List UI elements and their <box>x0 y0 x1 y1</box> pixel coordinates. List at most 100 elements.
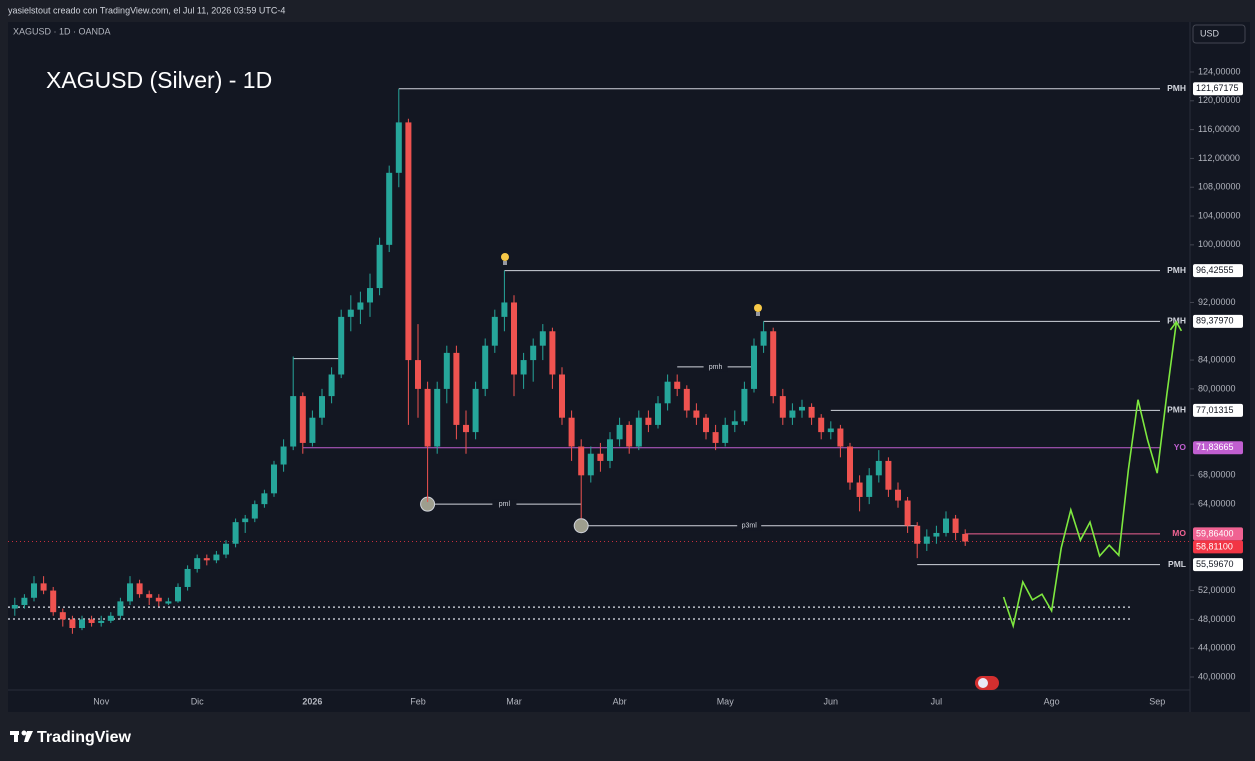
level-name: PMH <box>1167 265 1186 275</box>
candle-body <box>184 568 191 587</box>
candle-body <box>578 446 585 476</box>
candle-body <box>405 122 412 361</box>
projection-line <box>1002 321 1178 629</box>
guide-marker <box>573 518 589 534</box>
candle-body <box>242 518 249 523</box>
currency[interactable]: USD <box>1200 28 1220 38</box>
y-tick-label: 104,00000 <box>1198 210 1241 220</box>
candle-body <box>136 583 143 595</box>
candle-body <box>731 421 738 425</box>
candle-body <box>367 288 373 303</box>
candle-body <box>943 518 949 533</box>
footer-logo <box>10 730 33 742</box>
candle-body <box>107 615 114 621</box>
candle-body <box>741 388 748 422</box>
candle-body <box>127 583 133 602</box>
y-tick-label: 64,00000 <box>1198 499 1236 509</box>
guide-label: pml <box>499 501 511 508</box>
candle-body <box>223 543 229 555</box>
candle-body <box>395 122 402 173</box>
candle-body <box>827 428 834 433</box>
candle-body <box>856 482 863 497</box>
candle-body <box>31 583 37 598</box>
y-tick-label: 84,00000 <box>1198 354 1236 364</box>
candle-body <box>760 331 767 346</box>
level-name: PMH <box>1167 405 1186 415</box>
y-tick-label: 48,00000 <box>1198 614 1236 624</box>
candle-body <box>712 432 719 443</box>
x-tick-label: Mar <box>506 696 522 706</box>
footer-brand: TradingView <box>37 729 132 746</box>
candle-body <box>213 554 220 561</box>
candle-body <box>904 500 911 526</box>
candle-body <box>722 424 729 443</box>
candle-body <box>597 453 604 461</box>
candle-body <box>751 345 757 389</box>
candle-body <box>626 424 633 447</box>
candle-body <box>290 396 297 447</box>
candle-body <box>434 388 441 447</box>
candle-body <box>664 381 671 404</box>
candle-body <box>847 446 853 483</box>
x-tick-label: Ago <box>1044 696 1060 706</box>
candle-body <box>837 428 844 447</box>
bulb <box>754 304 762 316</box>
currency-button[interactable] <box>1192 24 1246 44</box>
candle-body <box>779 396 786 418</box>
candle-body <box>693 410 700 418</box>
candle-body <box>21 597 28 605</box>
candle-body <box>914 525 921 544</box>
chart-title: XAGUSD (Silver) - 1D <box>46 67 272 93</box>
guide-label: pmh <box>709 364 723 371</box>
candle-body <box>88 619 95 623</box>
y-tick-label: 120,00000 <box>1198 95 1241 105</box>
last-price-label: 58,81100 <box>1196 541 1233 551</box>
level-name: PML <box>1168 559 1186 569</box>
level-label-box <box>1193 264 1243 278</box>
candle-body <box>875 460 882 476</box>
candle-body <box>818 417 825 433</box>
y-tick-label: 92,00000 <box>1198 297 1236 307</box>
candle-body <box>261 493 268 505</box>
candle-body <box>155 597 162 602</box>
candle-body <box>520 360 527 375</box>
x-tick-label: Sep <box>1149 696 1165 706</box>
level-label: 89,37970 <box>1196 316 1234 326</box>
level-label: 121,67175 <box>1196 83 1239 93</box>
level-label: 71,83665 <box>1196 442 1234 452</box>
candle-body <box>146 594 153 598</box>
candle-body <box>559 374 565 418</box>
guide-label-bg <box>703 361 728 372</box>
x-tick-label: Nov <box>93 696 110 706</box>
candle-body <box>587 453 594 476</box>
projection-arrow <box>1169 320 1183 332</box>
candle-body <box>175 586 181 602</box>
guide-label-bg <box>737 520 762 531</box>
y-tick-label: 100,00000 <box>1198 239 1241 249</box>
level-name: PMH <box>1167 83 1186 93</box>
candle-body <box>69 619 76 629</box>
candle-body <box>923 536 930 544</box>
candle-body <box>386 172 393 245</box>
candle-body <box>11 604 18 609</box>
candle-body <box>165 601 172 604</box>
candle-body <box>117 601 124 616</box>
candle-body <box>645 417 652 425</box>
candle-body <box>655 403 661 425</box>
candle-body <box>549 331 556 375</box>
level-label: 77,01315 <box>1196 405 1234 415</box>
candle-body <box>415 360 421 389</box>
candle-body <box>539 331 546 346</box>
level-label-box <box>1193 558 1243 572</box>
level-name: YO <box>1174 442 1187 452</box>
last-price-box <box>1193 540 1243 554</box>
y-tick-label: 112,00000 <box>1198 153 1240 163</box>
y-tick-label: 40,00000 <box>1198 671 1236 681</box>
candle-body <box>424 388 431 447</box>
header-title: yasielstout creado con TradingView.com, … <box>8 5 285 15</box>
candle-body <box>789 410 796 418</box>
x-tick-label: Dic <box>191 696 204 706</box>
candle-body <box>357 302 364 310</box>
candle-body <box>463 424 469 433</box>
